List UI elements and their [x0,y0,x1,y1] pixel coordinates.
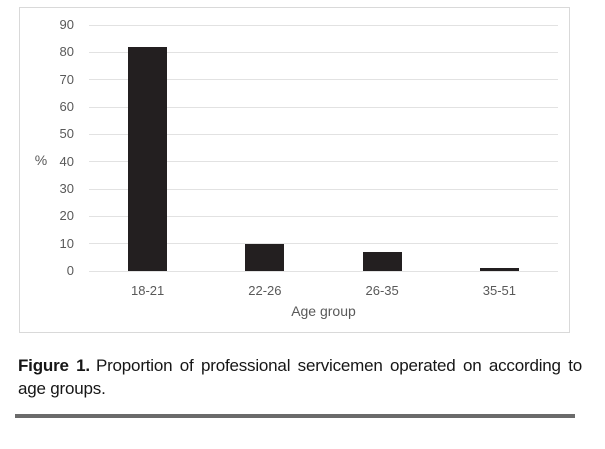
bar-chart: 0 10 20 30 40 50 60 70 80 90 18-21 22-26 26-35 35-51 … [19,7,570,333]
y-tick-label: 30 [59,181,74,196]
gridline [89,133,558,135]
bar-26-35 [362,251,402,271]
bar-18-21 [128,46,168,271]
gridline [89,51,558,53]
y-tick-label: 70 [59,71,74,87]
gridline [89,243,558,245]
figure-caption-label: Figure 1. [18,356,90,375]
y-tick-label: 20 [59,208,74,224]
y-tick-label: 40 [59,153,74,169]
x-tick-label: 26-35 [365,283,399,298]
bar-35-51 [479,268,519,271]
y-tick-label: 90 [59,17,74,32]
divider-rule [15,414,575,418]
y-axis-title: % [34,152,48,168]
gridline [89,79,558,81]
gridline [89,188,558,190]
x-tick-label: 35-51 [482,283,516,298]
figure-caption-text: Proportion of professional servicemen op… [18,356,582,398]
gridline [89,270,558,272]
y-tick-label: 0 [66,263,74,278]
y-tick-label: 60 [59,99,74,114]
x-tick-label: 18-21 [131,283,165,298]
plot-area [89,24,558,272]
x-axis-title: Age group [291,303,356,319]
bar-22-26 [245,243,285,271]
y-tick-label: 50 [59,126,74,142]
gridline [89,106,558,108]
gridline [89,161,558,163]
figure-caption: Figure 1. Proportion of professional serv… [18,354,582,400]
y-tick-label: 10 [59,235,74,251]
y-tick-label: 80 [59,44,74,60]
x-tick-label: 22-26 [248,283,282,298]
gridline [89,215,558,217]
gridline [89,24,558,26]
